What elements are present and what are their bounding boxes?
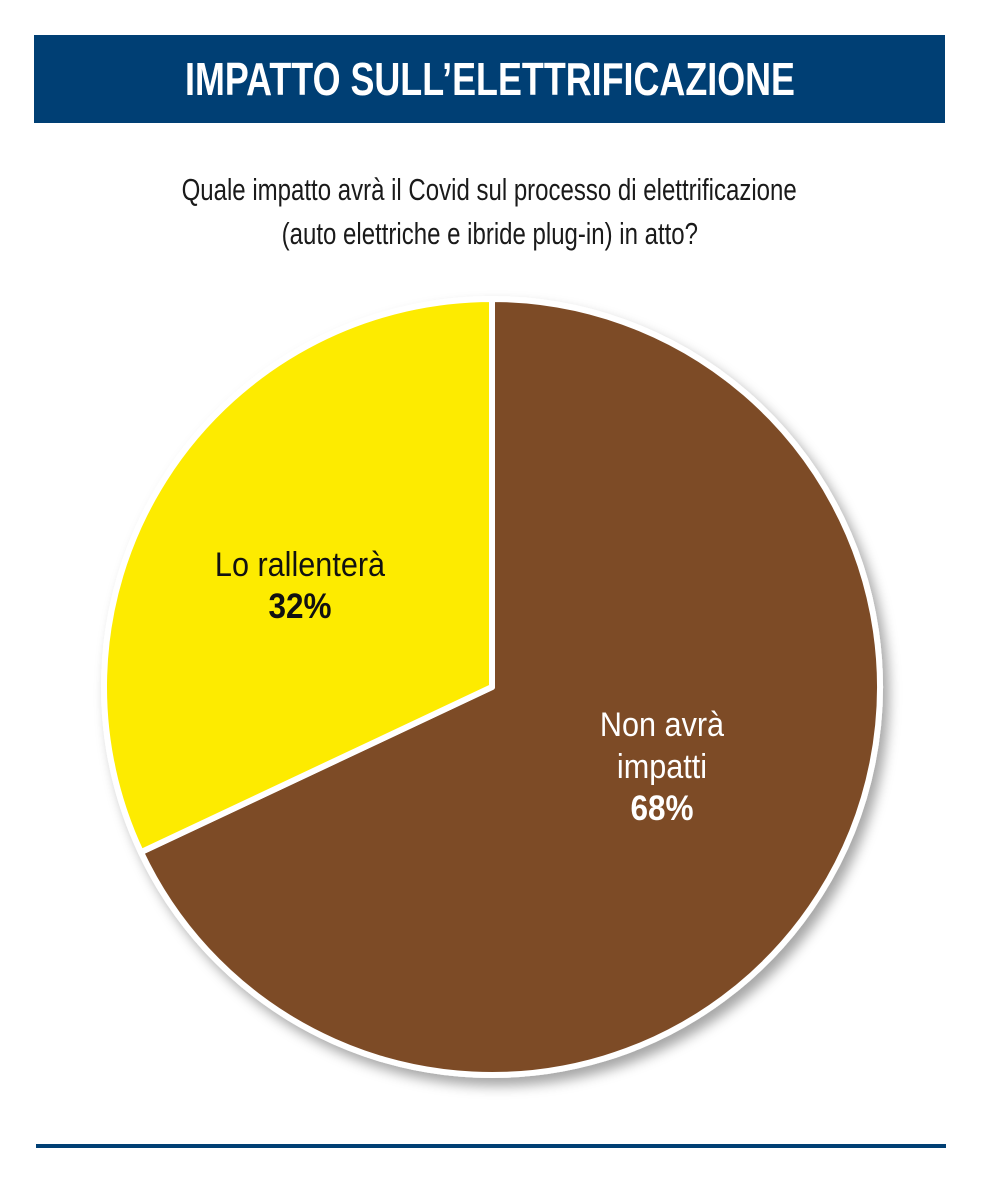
chart-question: Quale impatto avrà il Covid sul processo… <box>34 168 945 256</box>
slice-label-non-avra-impatti: Non avrà impatti 68% <box>542 704 782 830</box>
slice-name-lo-rallentera: Lo rallenterà <box>214 546 386 584</box>
pie-slices <box>101 296 883 1078</box>
pie-slice-1 <box>101 296 495 856</box>
slice-value-lo-rallentera: 32% <box>268 587 332 626</box>
chart-title: IMPATTO SULL’ELETTRIFICAZIONE <box>184 53 795 105</box>
slice-name-non-avra-line1: Non avrà <box>599 706 725 744</box>
slice-label-lo-rallentera: Lo rallenterà 32% <box>180 544 420 628</box>
pie-slice-0 <box>137 296 883 1078</box>
title-banner: IMPATTO SULL’ELETTRIFICAZIONE <box>34 35 945 123</box>
question-line-2: (auto elettriche e ibride plug-in) in at… <box>281 216 698 251</box>
question-line-1: Quale impatto avrà il Covid sul processo… <box>181 172 798 207</box>
bottom-rule <box>36 1144 946 1148</box>
slice-value-non-avra-impatti: 68% <box>630 789 694 828</box>
slice-name-non-avra-line2: impatti <box>616 748 708 786</box>
